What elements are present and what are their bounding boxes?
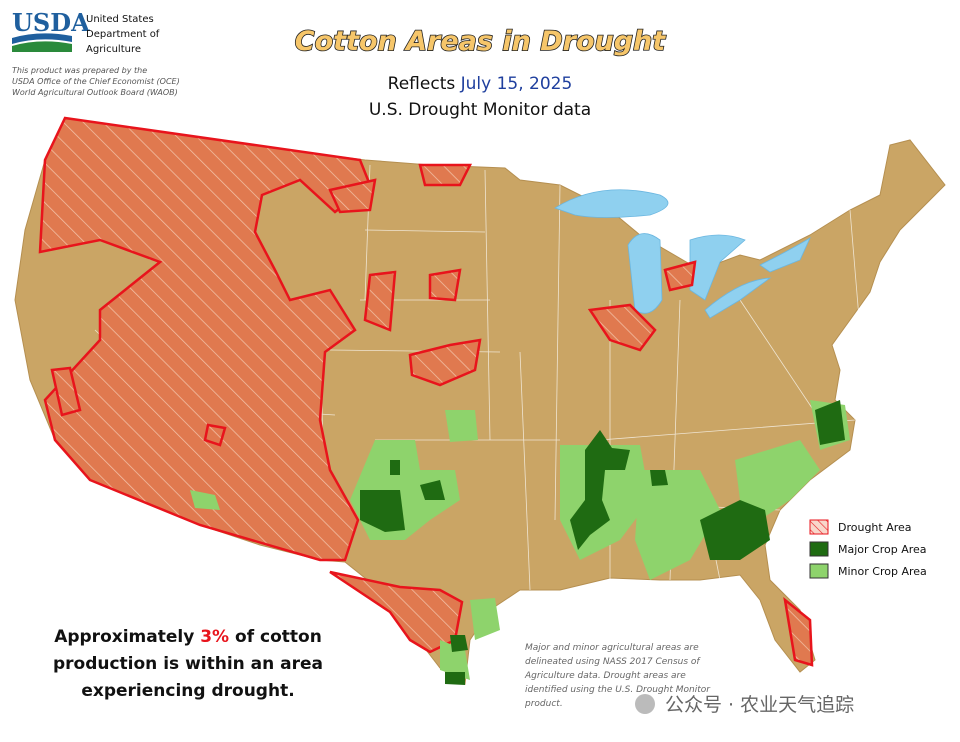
watermark: 公众号 · 农业天气追踪 bbox=[665, 694, 854, 716]
legend-swatch-drought bbox=[809, 519, 829, 535]
footnote: delineated using NASS 2017 Census of bbox=[525, 657, 701, 667]
subtitle-date: July 15, 2025 bbox=[460, 74, 573, 94]
watermark-icon bbox=[635, 694, 655, 714]
summary-after: of cotton bbox=[235, 627, 322, 647]
legend-label: Major Crop Area bbox=[838, 543, 927, 556]
legend: Drought Area Major Crop Area Minor Crop … bbox=[809, 519, 927, 579]
agency-line: Agriculture bbox=[86, 44, 141, 55]
subtitle-prefix: Reflects bbox=[388, 74, 456, 94]
legend-swatch-minor bbox=[809, 563, 829, 579]
subtitle: Reflects July 15, 2025 bbox=[388, 74, 573, 94]
title: Cotton Areas in Drought bbox=[295, 26, 666, 57]
disclaimer: USDA Office of the Chief Economist (OCE) bbox=[12, 77, 180, 86]
logo-field bbox=[12, 41, 72, 52]
footnote: product. bbox=[524, 699, 563, 709]
crop-areas bbox=[190, 400, 850, 685]
legend-label: Minor Crop Area bbox=[838, 565, 927, 578]
great-lakes bbox=[209, 189, 811, 329]
us-map bbox=[14, 116, 946, 685]
agency-line: Department of bbox=[86, 29, 160, 40]
footnote: Agriculture data. Drought areas are bbox=[524, 671, 686, 681]
summary-share: 3% bbox=[200, 627, 229, 647]
minor-crop bbox=[190, 400, 850, 680]
disclaimer: World Agricultural Outlook Board (WAOB) bbox=[12, 88, 178, 97]
footnote: identified using the U.S. Drought Monito… bbox=[525, 685, 711, 695]
summary-line: experiencing drought. bbox=[81, 681, 294, 701]
subtitle-source: U.S. Drought Monitor data bbox=[369, 100, 591, 120]
legend-swatch-major bbox=[809, 541, 829, 557]
drought-west bbox=[38, 116, 372, 562]
disclaimer: This product was prepared by the bbox=[12, 66, 147, 75]
lakes bbox=[209, 189, 811, 329]
logo-text: USDA bbox=[12, 8, 90, 37]
logo-swoosh bbox=[12, 33, 72, 44]
legend-label: Drought Area bbox=[838, 521, 912, 534]
agency-line: United States bbox=[86, 14, 154, 25]
major-crop bbox=[360, 400, 845, 685]
footnote: Major and minor agricultural areas are bbox=[525, 643, 699, 653]
summary-line: production is within an area bbox=[53, 654, 323, 674]
summary-before: Approximately bbox=[54, 627, 194, 647]
drought-patches bbox=[50, 163, 814, 667]
summary-line: Approximately 3% of cotton bbox=[54, 627, 322, 647]
usda-logo: USDA bbox=[12, 8, 90, 52]
